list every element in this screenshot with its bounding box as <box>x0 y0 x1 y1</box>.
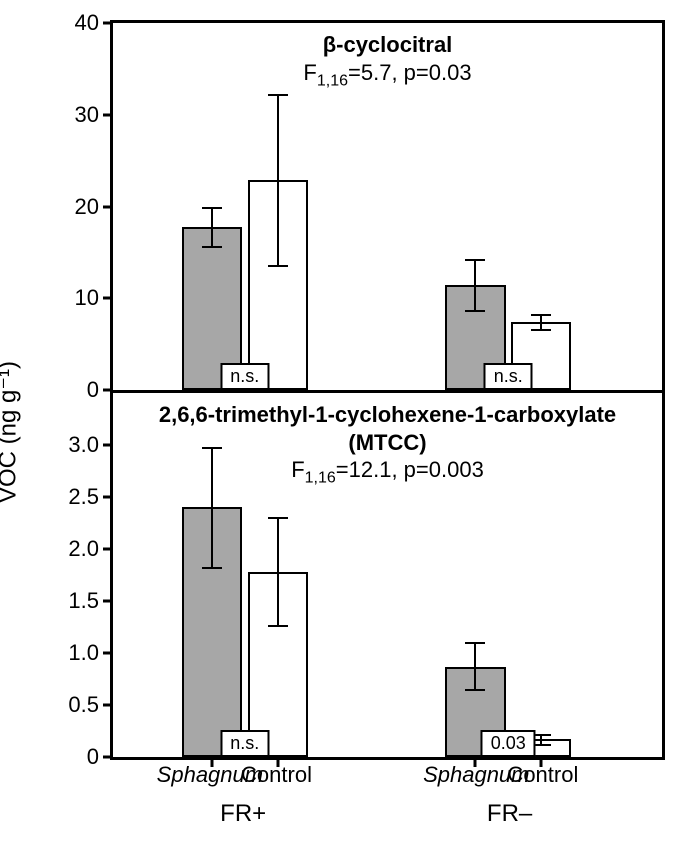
error-bar <box>540 315 542 331</box>
y-tick <box>103 704 113 707</box>
error-cap <box>268 625 288 627</box>
y-tick-label: 20 <box>75 194 99 220</box>
error-cap <box>465 642 485 644</box>
panel-bottom: 2,6,6-trimethyl-1-cyclohexene-1-carboxyl… <box>110 390 665 760</box>
error-cap <box>465 310 485 312</box>
y-tick <box>103 652 113 655</box>
y-tick <box>103 548 113 551</box>
error-bar <box>474 260 476 311</box>
significance-box: 0.03 <box>481 730 536 757</box>
error-cap <box>268 517 288 519</box>
y-tick <box>103 297 113 300</box>
significance-box: n.s. <box>220 363 269 390</box>
y-tick-label: 0.5 <box>68 692 99 718</box>
x-group-label: FR+ <box>220 800 266 828</box>
y-tick-label: 0 <box>87 744 99 770</box>
x-group-label: FR– <box>487 800 532 828</box>
error-cap <box>531 329 551 331</box>
y-tick-label: 1.5 <box>68 588 99 614</box>
error-bar <box>277 518 279 626</box>
error-cap <box>531 314 551 316</box>
error-cap <box>202 246 222 248</box>
y-tick-label: 3.0 <box>68 432 99 458</box>
plot-area-top: 010203040n.s.n.s. <box>113 23 662 390</box>
error-cap <box>268 94 288 96</box>
error-cap <box>202 207 222 209</box>
y-tick-label: 10 <box>75 285 99 311</box>
y-tick <box>103 496 113 499</box>
error-cap <box>268 265 288 267</box>
y-tick-label: 2.5 <box>68 484 99 510</box>
y-tick-label: 40 <box>75 10 99 36</box>
panel-stack: β-cyclocitral F1,16=5.7, p=0.03 01020304… <box>110 20 665 760</box>
error-bar <box>211 448 213 568</box>
x-category-label: Control <box>507 762 578 788</box>
significance-box: n.s. <box>220 730 269 757</box>
y-tick <box>103 444 113 447</box>
y-tick <box>103 205 113 208</box>
error-cap <box>202 447 222 449</box>
y-tick-label: 0 <box>87 377 99 403</box>
y-tick-label: 1.0 <box>68 640 99 666</box>
error-cap <box>465 259 485 261</box>
significance-box: n.s. <box>484 363 533 390</box>
y-tick <box>103 113 113 116</box>
panel-top: β-cyclocitral F1,16=5.7, p=0.03 01020304… <box>110 20 665 390</box>
y-tick-label: 30 <box>75 102 99 128</box>
y-tick <box>103 756 113 759</box>
error-cap <box>465 689 485 691</box>
plot-area-bottom: 00.51.01.52.02.53.0n.s.0.03 <box>113 393 662 757</box>
error-bar <box>277 95 279 267</box>
error-bar <box>474 643 476 691</box>
error-bar <box>211 208 213 247</box>
x-category-label: Control <box>241 762 312 788</box>
y-axis-label: VOC (ng g⁻¹) <box>0 360 23 502</box>
y-tick <box>103 22 113 25</box>
y-tick <box>103 600 113 603</box>
error-cap <box>202 567 222 569</box>
y-tick-label: 2.0 <box>68 536 99 562</box>
